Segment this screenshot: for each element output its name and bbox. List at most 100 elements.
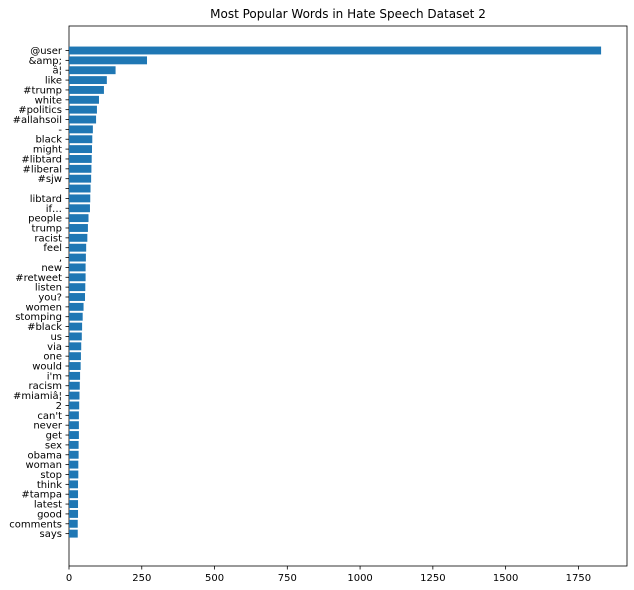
category-label: stop bbox=[40, 470, 62, 481]
category-label: women bbox=[25, 302, 62, 313]
category-label: latest bbox=[34, 500, 62, 511]
category-label: i'm bbox=[47, 371, 62, 382]
x-tick-label: 1250 bbox=[420, 573, 445, 584]
bar bbox=[69, 431, 79, 439]
plot-frame bbox=[68, 25, 628, 567]
bar bbox=[69, 164, 92, 173]
category-label: racism bbox=[29, 381, 62, 392]
category-label: #sjw bbox=[37, 174, 62, 185]
category-label: new bbox=[41, 263, 62, 274]
x-tick-label: 1750 bbox=[566, 573, 591, 584]
bar bbox=[69, 145, 92, 154]
bar bbox=[69, 342, 82, 351]
bar bbox=[69, 184, 91, 193]
bar bbox=[69, 224, 88, 232]
category-label: listen bbox=[35, 283, 62, 294]
category-label: might bbox=[33, 145, 62, 156]
bar bbox=[69, 76, 107, 85]
category-label: @user bbox=[30, 46, 63, 57]
bar bbox=[69, 105, 97, 114]
category-label: obama bbox=[28, 450, 62, 461]
bar bbox=[69, 66, 116, 75]
bar bbox=[69, 519, 78, 528]
bar bbox=[69, 480, 79, 489]
bar bbox=[69, 470, 79, 479]
bar bbox=[69, 302, 84, 311]
category-label: #retweet bbox=[15, 273, 62, 284]
bar bbox=[69, 411, 79, 420]
category-label: feel bbox=[43, 243, 62, 254]
category-label: says bbox=[40, 529, 62, 540]
category-label: never bbox=[33, 421, 63, 432]
bar bbox=[69, 46, 602, 55]
x-tick-label: 500 bbox=[205, 573, 224, 584]
category-label: us bbox=[50, 332, 62, 343]
category-label: #black bbox=[27, 322, 62, 333]
bar bbox=[69, 233, 88, 242]
bar bbox=[69, 293, 86, 301]
bar bbox=[69, 421, 79, 430]
bar bbox=[69, 243, 87, 252]
chart-title: Most Popular Words in Hate Speech Datase… bbox=[210, 7, 486, 21]
bar bbox=[69, 490, 79, 499]
category-label: 2 bbox=[56, 401, 62, 412]
bar bbox=[69, 440, 79, 449]
bar bbox=[69, 204, 90, 213]
x-tick-label: 750 bbox=[278, 573, 297, 584]
x-tick-label: 250 bbox=[132, 573, 151, 584]
bar bbox=[69, 263, 86, 272]
bar bbox=[69, 509, 79, 518]
category-label: #liberal bbox=[23, 164, 62, 175]
x-tick-label: 1000 bbox=[347, 573, 372, 584]
bar bbox=[69, 352, 81, 361]
category-label: #politics bbox=[18, 105, 62, 116]
category-label: via bbox=[47, 342, 62, 353]
bar bbox=[69, 312, 83, 321]
category-label: people bbox=[28, 214, 62, 225]
bar bbox=[69, 332, 82, 341]
category-label: comments bbox=[9, 519, 62, 530]
category-label: â¦ bbox=[53, 65, 63, 77]
bar bbox=[69, 371, 81, 380]
x-tick-label: 0 bbox=[66, 573, 72, 584]
category-label: you? bbox=[38, 293, 62, 304]
bar bbox=[69, 450, 79, 459]
bar bbox=[69, 362, 81, 370]
bar bbox=[69, 253, 86, 262]
category-label: sex bbox=[45, 440, 62, 451]
category-label: think bbox=[37, 480, 62, 491]
category-label: white bbox=[35, 95, 62, 106]
bar bbox=[69, 529, 78, 538]
category-label: get bbox=[46, 431, 63, 442]
bar bbox=[69, 460, 79, 469]
category-labels: @user&amp;â¦like#trumpwhite#politics#all… bbox=[9, 46, 69, 540]
category-label: - bbox=[58, 125, 62, 136]
bar bbox=[69, 273, 86, 282]
x-tick-label: 1500 bbox=[493, 573, 518, 584]
category-label: , bbox=[59, 253, 62, 264]
category-label: would bbox=[32, 362, 62, 373]
plot-border bbox=[68, 25, 628, 567]
category-label: #allahsoil bbox=[13, 115, 62, 126]
category-label: good bbox=[37, 509, 62, 520]
bar bbox=[69, 56, 148, 65]
bar bbox=[69, 500, 79, 509]
bar bbox=[69, 85, 104, 94]
bar bbox=[69, 115, 97, 124]
bar bbox=[69, 401, 80, 410]
bar bbox=[69, 125, 93, 134]
category-label: can't bbox=[37, 411, 62, 422]
category-label: &amp; bbox=[29, 56, 62, 67]
bar bbox=[69, 391, 80, 400]
category-label: woman bbox=[25, 460, 62, 471]
category-label: stomping bbox=[15, 312, 62, 323]
bar bbox=[69, 283, 86, 292]
category-label: #miamiâ¦ bbox=[13, 390, 62, 402]
category-label: #tampa bbox=[21, 490, 62, 501]
category-label: black bbox=[35, 135, 62, 146]
bar bbox=[69, 174, 92, 183]
bar bbox=[69, 381, 80, 390]
category-label: like bbox=[45, 76, 62, 87]
category-label: #trump bbox=[23, 85, 62, 96]
category-label: #libtard bbox=[21, 154, 62, 165]
